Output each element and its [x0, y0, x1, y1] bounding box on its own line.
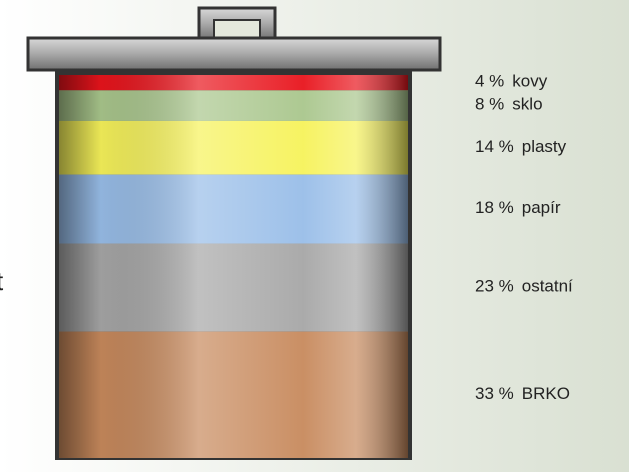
segment-label: 14 % plasty: [475, 137, 567, 156]
segment-shading: [59, 90, 408, 121]
legend-entry: papír: [522, 199, 561, 218]
can-lid: [26, 36, 442, 72]
segment-shading: [59, 75, 408, 91]
labels: 4 % kovy 8 % sklo 14 % plasty 18 % papír 23 % ost…: [475, 72, 573, 403]
segments: [59, 75, 408, 458]
segment-label: 4 % kovy: [475, 72, 548, 91]
cut-text: t: [0, 266, 4, 296]
segment-label: 33 % BRKO: [475, 384, 570, 403]
legend-entry: sklo: [512, 95, 542, 114]
legend-entry: BRKO: [522, 384, 570, 403]
legend-entry: plasty: [522, 137, 567, 156]
segment-label: 8 % sklo: [475, 95, 543, 114]
value-label: 8 %: [475, 95, 504, 114]
segment-shading: [59, 174, 408, 244]
segment-shading: [59, 120, 408, 175]
segment-label: 23 % ostatní: [475, 277, 573, 296]
legend-entry: kovy: [512, 72, 547, 91]
segment-label: 18 % papír: [475, 199, 561, 218]
value-label: 23 %: [475, 277, 514, 296]
legend-entry: ostatní: [522, 277, 573, 296]
value-label: 33 %: [475, 384, 514, 403]
value-label: 4 %: [475, 72, 504, 91]
segment-shading: [59, 243, 408, 332]
value-label: 14 %: [475, 137, 514, 156]
value-label: 18 %: [475, 199, 514, 218]
segment-shading: [59, 331, 408, 458]
